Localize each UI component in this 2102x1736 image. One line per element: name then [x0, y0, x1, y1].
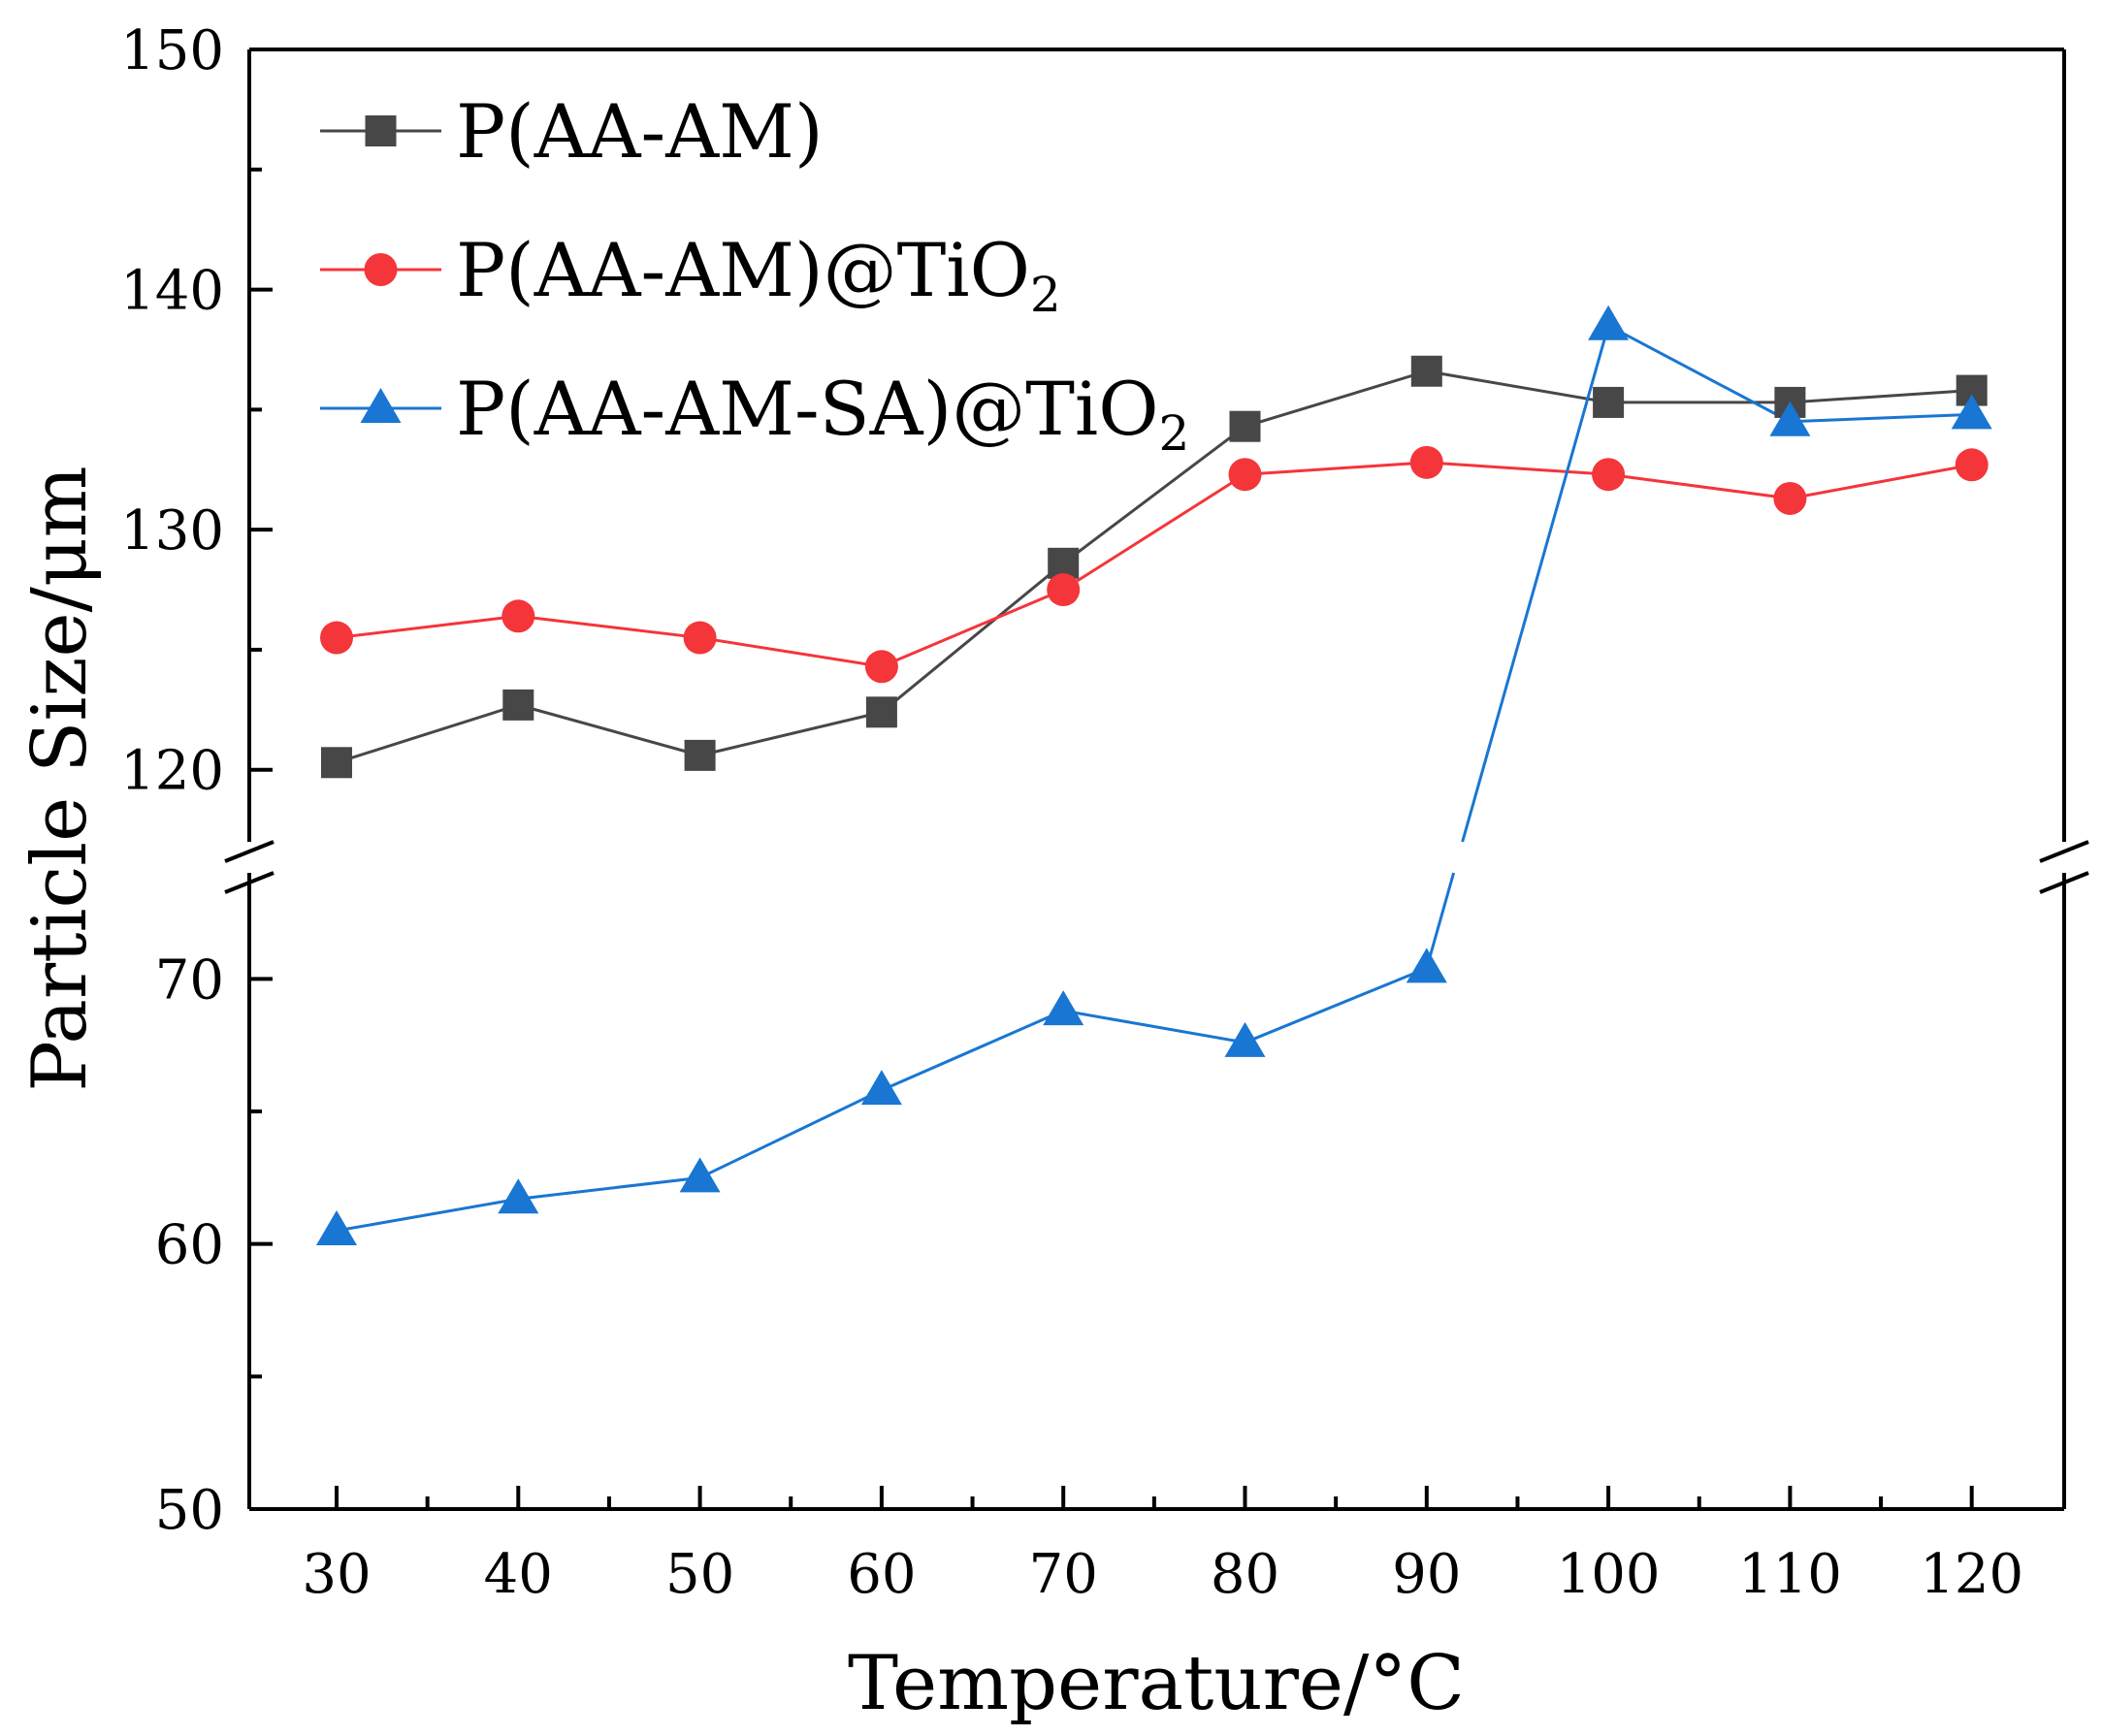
triangle-data-point	[1951, 394, 1992, 430]
x-tick-label: 110	[1738, 1543, 1842, 1606]
square-data-point	[321, 747, 352, 779]
square-data-point	[865, 696, 897, 728]
series-segment	[880, 562, 1065, 714]
axis-break-marks	[224, 840, 2089, 894]
y-tick-label: 150	[120, 19, 224, 82]
series-segment	[1062, 1009, 1245, 1045]
circle-data-point	[320, 621, 353, 655]
series-segment	[1790, 412, 1972, 424]
series-segment	[1790, 463, 1972, 500]
break-mark-left-1	[224, 840, 275, 863]
triangle-data-point	[860, 1070, 902, 1106]
circle-data-point	[1773, 481, 1807, 515]
y-tick-label: 60	[155, 1214, 224, 1277]
circle-data-point	[1409, 445, 1443, 479]
x-tick-label: 120	[1920, 1543, 2023, 1606]
series-lines	[336, 324, 1972, 1233]
y-tick-label: 130	[120, 499, 224, 563]
triangle-data-point	[1588, 305, 1630, 340]
legend-triangle-marker	[360, 388, 402, 423]
series-segment	[1062, 425, 1246, 565]
triangle-data-point	[498, 1178, 539, 1214]
series-segment	[1425, 872, 1456, 969]
square-data-point	[684, 739, 716, 771]
legend-label: P(AA-AM)	[456, 88, 824, 175]
series-segment	[336, 1197, 519, 1233]
series-segment	[881, 1009, 1064, 1092]
circle-data-point	[501, 599, 535, 633]
legend: P(AA-AM) P(AA-AM)@TiO2 P(AA-AM-SA)@TiO2	[320, 88, 1189, 462]
series-segment	[699, 636, 883, 668]
legend-label: P(AA-AM)@TiO2	[456, 227, 1061, 323]
y-axis-title: Particle Size/μm	[16, 466, 104, 1091]
triangle-data-point	[1043, 990, 1084, 1026]
series-segment	[1426, 370, 1609, 404]
circle-data-point	[683, 621, 717, 655]
legend-label: P(AA-AM-SA)@TiO2	[456, 366, 1189, 462]
triangle-data-point	[679, 1157, 721, 1193]
axis-tick-labels: 30 40 50 60 70 80 90 100 110 120 120 130 140 150 50 60 7…	[120, 19, 2023, 1606]
legend-circle-marker	[364, 253, 398, 286]
x-tick-label: 30	[302, 1543, 371, 1606]
circle-data-point	[1047, 573, 1081, 607]
series-segment	[1461, 325, 1610, 843]
legend-square-marker	[365, 115, 397, 146]
series-segment	[1245, 461, 1427, 476]
series-segment	[1244, 967, 1428, 1045]
axis-ticks	[249, 48, 1974, 1511]
series-segment	[881, 588, 1064, 668]
triangle-data-point	[1406, 948, 1447, 983]
break-mark-left-2	[224, 871, 275, 894]
circle-data-point	[1592, 458, 1626, 492]
x-tick-label: 90	[1392, 1543, 1461, 1606]
series-segment	[1790, 389, 1972, 404]
x-tick-label: 80	[1211, 1543, 1279, 1606]
circle-data-point	[1228, 458, 1262, 492]
series-segment	[518, 614, 700, 640]
series-segment	[699, 710, 883, 757]
series-segment	[336, 703, 519, 764]
break-mark-right-1	[2039, 840, 2089, 863]
circle-data-point	[864, 650, 898, 684]
x-tick-label: 60	[847, 1543, 916, 1606]
series-segment	[1607, 324, 1792, 424]
x-tick-label: 50	[665, 1543, 734, 1606]
circle-data-point	[1955, 448, 1989, 482]
series-segment	[1426, 461, 1609, 476]
y-tick-label: 140	[120, 260, 224, 323]
x-axis-title: Temperature/°C	[848, 1640, 1465, 1727]
x-tick-label: 70	[1029, 1543, 1098, 1606]
series-segment	[1062, 472, 1246, 592]
triangle-data-point	[1224, 1021, 1266, 1057]
triangle-data-point	[316, 1210, 357, 1245]
series-segment	[1607, 472, 1791, 500]
square-data-point	[1229, 410, 1261, 442]
series-segment	[1245, 370, 1428, 429]
y-tick-label: 70	[155, 948, 224, 1012]
square-data-point	[1410, 355, 1442, 387]
series-segment	[518, 1175, 700, 1201]
y-tick-label: 50	[155, 1479, 224, 1542]
x-tick-label: 40	[484, 1543, 553, 1606]
series-segment	[517, 703, 701, 757]
series-markers	[316, 305, 1992, 1245]
break-mark-right-2	[2039, 871, 2089, 894]
plot-frame	[247, 48, 2066, 1511]
x-tick-label: 100	[1557, 1543, 1661, 1606]
triangle-data-point	[1769, 401, 1811, 436]
square-data-point	[1593, 386, 1625, 418]
y-tick-label: 120	[120, 740, 224, 803]
series-segment	[698, 1088, 883, 1179]
square-data-point	[502, 689, 534, 721]
series-segment	[336, 614, 519, 640]
